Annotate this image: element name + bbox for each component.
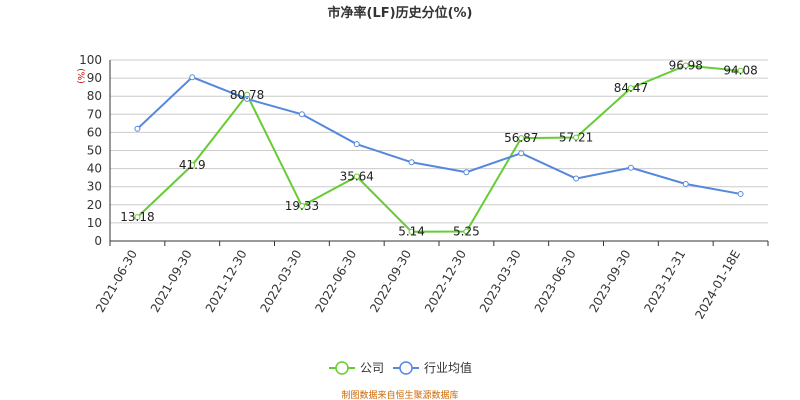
data-point-industry[interactable] xyxy=(573,175,580,182)
series-group xyxy=(134,62,744,235)
x-tick-label: 2024-01-18E xyxy=(692,248,743,322)
x-tick-label: 2023-06-30 xyxy=(532,248,579,315)
x-tick-label: 2022-06-30 xyxy=(312,248,359,315)
legend: 公司 行业均值 xyxy=(329,360,472,375)
x-tick-label: 2022-12-30 xyxy=(422,247,469,314)
y-tick-label: 40 xyxy=(87,162,102,176)
data-point-company[interactable] xyxy=(518,135,525,142)
axes: 0 10 20 30 40 50 60 70 80 90 100 2021-06-30 2021-09-… xyxy=(79,53,769,322)
data-point-company[interactable] xyxy=(353,173,360,180)
x-tick-label: 2021-12-30 xyxy=(203,247,250,314)
legend-company-label: 公司 xyxy=(360,361,384,375)
data-label-company: 56.87 xyxy=(504,131,538,145)
data-point-industry[interactable] xyxy=(518,150,525,157)
y-tick-label: 60 xyxy=(87,125,102,139)
legend-item-company[interactable]: 公司 xyxy=(329,361,384,375)
y-tick-label: 20 xyxy=(87,198,102,212)
data-point-industry[interactable] xyxy=(244,95,251,102)
data-point-industry[interactable] xyxy=(408,159,415,166)
data-point-industry[interactable] xyxy=(463,169,470,176)
data-point-company[interactable] xyxy=(573,134,580,141)
x-tick-label: 2023-03-30 xyxy=(477,248,524,315)
source-note: 制图数据来自恒生聚源数据库 xyxy=(341,389,458,400)
data-label-company: 5.14 xyxy=(398,225,425,239)
x-tick-label: 2022-03-30 xyxy=(258,248,305,315)
data-point-industry[interactable] xyxy=(298,111,305,118)
data-point-industry[interactable] xyxy=(189,74,196,81)
legend-company-marker-icon xyxy=(335,361,349,375)
y-tick-label: 50 xyxy=(87,144,102,158)
data-label-company: 96.98 xyxy=(669,58,703,72)
data-point-company[interactable] xyxy=(737,67,744,74)
chart-title: 市净率(LF)历史分位(%) xyxy=(328,5,473,21)
data-label-company: 80.78 xyxy=(230,88,264,102)
data-label-company: 94.08 xyxy=(723,64,757,78)
data-point-company[interactable] xyxy=(408,228,415,235)
data-point-industry[interactable] xyxy=(134,125,141,132)
data-label-company: 35.64 xyxy=(340,169,374,183)
data-label-company: 57.21 xyxy=(559,130,593,144)
data-point-industry[interactable] xyxy=(353,141,360,148)
y-tick-label: 0 xyxy=(94,234,102,248)
y-tick-label: 80 xyxy=(87,89,102,103)
data-label-company: 13.18 xyxy=(120,210,154,224)
data-point-company[interactable] xyxy=(627,85,634,92)
y-tick-label: 90 xyxy=(87,71,102,85)
x-tick-label: 2023-12-31 xyxy=(641,248,688,315)
series-line-company xyxy=(136,64,741,233)
y-tick-label: 10 xyxy=(87,216,102,230)
data-point-company[interactable] xyxy=(189,162,196,169)
x-tick-label: 2023-09-30 xyxy=(587,248,634,315)
legend-industry-marker-icon xyxy=(399,361,413,375)
data-label-company: 41.9 xyxy=(179,158,206,172)
data-point-industry[interactable] xyxy=(737,190,744,197)
data-point-company[interactable] xyxy=(298,203,305,210)
y-unit-label: (%) xyxy=(75,68,85,84)
data-label-company: 19.33 xyxy=(285,199,319,213)
series-line-industry xyxy=(136,76,741,195)
data-label-company: 84.47 xyxy=(614,81,648,95)
legend-item-industry[interactable]: 行业均值 xyxy=(393,360,472,375)
data-point-company[interactable] xyxy=(682,62,689,69)
x-tick-label: 2021-09-30 xyxy=(148,248,195,315)
data-point-industry[interactable] xyxy=(627,164,634,171)
x-tick-label: 2022-09-30 xyxy=(367,248,414,315)
data-labels: 13.18 41.9 80.78 19.33 35.64 5.14 5.25 56.87 57.… xyxy=(120,58,758,238)
x-tick-label: 2021-06-30 xyxy=(93,248,140,315)
legend-industry-label: 行业均值 xyxy=(424,360,472,375)
y-tick-label: 30 xyxy=(87,180,102,194)
data-point-company[interactable] xyxy=(463,228,470,235)
y-tick-label: 100 xyxy=(79,53,102,67)
data-label-company: 5.25 xyxy=(453,224,480,238)
data-point-industry[interactable] xyxy=(682,180,689,187)
grid xyxy=(110,59,768,224)
data-point-company[interactable] xyxy=(134,214,141,221)
y-tick-label: 70 xyxy=(87,107,102,121)
